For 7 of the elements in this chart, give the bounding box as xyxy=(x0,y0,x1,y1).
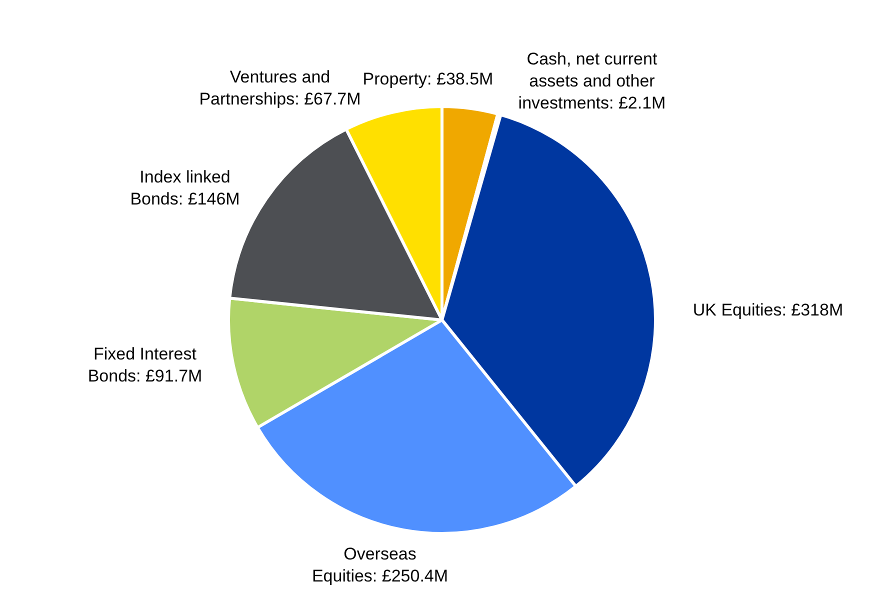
slice-label: Overseas Equities: £250.4M xyxy=(312,544,448,586)
slice-label: Cash, net current assets and other investments: £2.1M xyxy=(518,50,666,113)
slice-label: Index linked Bonds: £146M xyxy=(130,168,240,209)
slice-label: Property: £38.5M xyxy=(362,70,494,89)
slice-label: Ventures and Partnerships: £67.7M xyxy=(199,68,361,109)
slice-label: UK Equities: £318M xyxy=(692,300,844,320)
slice-label: Fixed Interest Bonds: £91.7M xyxy=(88,344,202,386)
